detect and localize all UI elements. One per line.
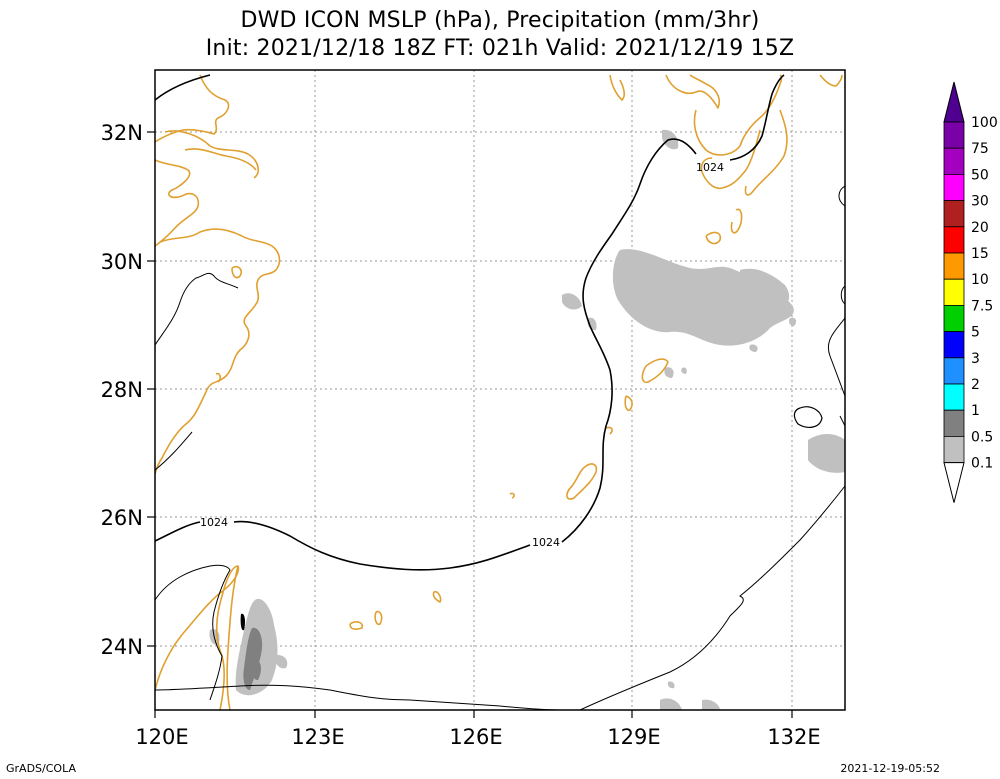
colorbar-swatch <box>943 383 965 411</box>
contour-label-north: 1024 <box>696 161 724 174</box>
colorbar-label: 3 <box>971 351 980 367</box>
colorbar-swatch <box>943 200 965 228</box>
colorbar-top-arrow <box>943 81 965 123</box>
colorbar-swatch <box>943 278 965 306</box>
map-title-line1: DWD ICON MSLP (hPa), Precipitation (mm/3… <box>240 8 760 33</box>
colorbar-label: 10 <box>971 272 989 288</box>
colorbar-bottom-arrow <box>943 462 965 503</box>
lon-label-123e: 123E <box>291 725 344 749</box>
colorbar-label: 0.1 <box>971 456 993 472</box>
colorbar-swatch <box>943 409 965 437</box>
colorbar-swatch <box>943 173 965 201</box>
footer-timestamp: 2021-12-19-05:52 <box>840 762 940 775</box>
map-title-line2: Init: 2021/12/18 18Z FT: 021h Valid: 202… <box>205 36 795 61</box>
precipitation-shading-dark <box>243 627 263 690</box>
lon-label-126e: 126E <box>449 725 502 749</box>
isobars <box>155 74 845 710</box>
colorbar-label: 0.5 <box>971 429 993 445</box>
lon-label-120e: 120E <box>135 725 188 749</box>
lat-label-30n: 30N <box>101 250 143 274</box>
precipitation-shading <box>209 129 845 710</box>
colorbar-label: 30 <box>971 194 989 210</box>
colorbar-swatch <box>943 435 965 463</box>
axis-ticks <box>147 131 793 718</box>
colorbar-swatch <box>943 357 965 385</box>
colorbar-label: 2 <box>971 377 980 393</box>
colorbar-swatch <box>943 147 965 175</box>
colorbar: 100 75 50 30 20 15 10 7.5 5 3 2 1 0.5 0.1 <box>943 81 998 503</box>
footer-credit: GrADS/COLA <box>6 762 76 775</box>
colorbar-swatch <box>943 252 965 280</box>
colorbar-label: 100 <box>971 115 998 131</box>
lat-label-32n: 32N <box>101 121 143 145</box>
colorbar-label: 1 <box>971 403 980 419</box>
lat-label-28n: 28N <box>101 378 143 402</box>
colorbar-swatch <box>943 331 965 359</box>
colorbar-label: 75 <box>971 141 989 157</box>
colorbar-swatch <box>943 226 965 254</box>
colorbar-label: 7.5 <box>971 298 993 314</box>
lon-label-132e: 132E <box>767 725 820 749</box>
colorbar-swatch <box>943 304 965 332</box>
lat-label-26n: 26N <box>101 506 143 530</box>
lon-label-129e: 129E <box>607 725 660 749</box>
colorbar-label: 5 <box>971 325 980 341</box>
contour-label-south: 1024 <box>532 536 560 549</box>
lat-label-24n: 24N <box>101 635 143 659</box>
contour-label-west: 1024 <box>200 516 228 529</box>
colorbar-label: 20 <box>971 220 989 236</box>
colorbar-label: 50 <box>971 167 989 183</box>
plot-frame <box>154 69 846 711</box>
colorbar-label: 15 <box>971 246 989 262</box>
precip-mark <box>240 613 245 631</box>
colorbar-swatch <box>943 121 965 149</box>
